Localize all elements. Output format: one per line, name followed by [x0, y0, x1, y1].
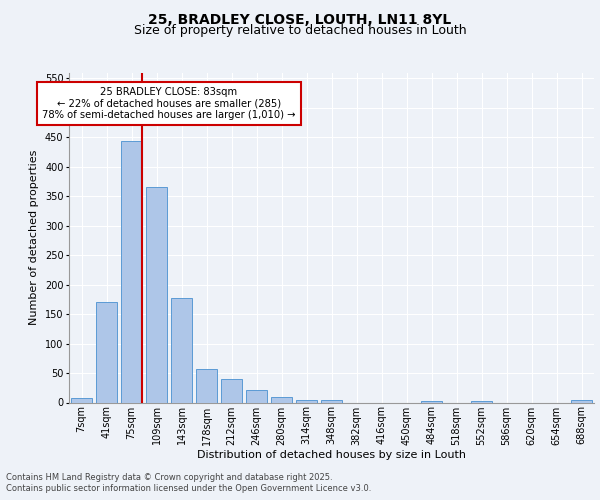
Text: Contains public sector information licensed under the Open Government Licence v3: Contains public sector information licen… — [6, 484, 371, 493]
Bar — [471, 400, 492, 402]
X-axis label: Distribution of detached houses by size in Louth: Distribution of detached houses by size … — [197, 450, 466, 460]
Bar — [171, 298, 192, 403]
Bar — [246, 390, 267, 402]
Bar — [271, 396, 292, 402]
Text: 25, BRADLEY CLOSE, LOUTH, LN11 8YL: 25, BRADLEY CLOSE, LOUTH, LN11 8YL — [148, 12, 452, 26]
Bar — [96, 302, 117, 402]
Bar — [221, 379, 242, 402]
Y-axis label: Number of detached properties: Number of detached properties — [29, 150, 39, 325]
Text: Size of property relative to detached houses in Louth: Size of property relative to detached ho… — [134, 24, 466, 37]
Text: 25 BRADLEY CLOSE: 83sqm
← 22% of detached houses are smaller (285)
78% of semi-d: 25 BRADLEY CLOSE: 83sqm ← 22% of detache… — [42, 87, 296, 120]
Bar — [71, 398, 92, 402]
Bar — [121, 142, 142, 402]
Bar — [321, 400, 342, 402]
Text: Contains HM Land Registry data © Crown copyright and database right 2025.: Contains HM Land Registry data © Crown c… — [6, 472, 332, 482]
Bar — [196, 369, 217, 402]
Bar — [146, 188, 167, 402]
Bar — [296, 400, 317, 402]
Bar — [571, 400, 592, 402]
